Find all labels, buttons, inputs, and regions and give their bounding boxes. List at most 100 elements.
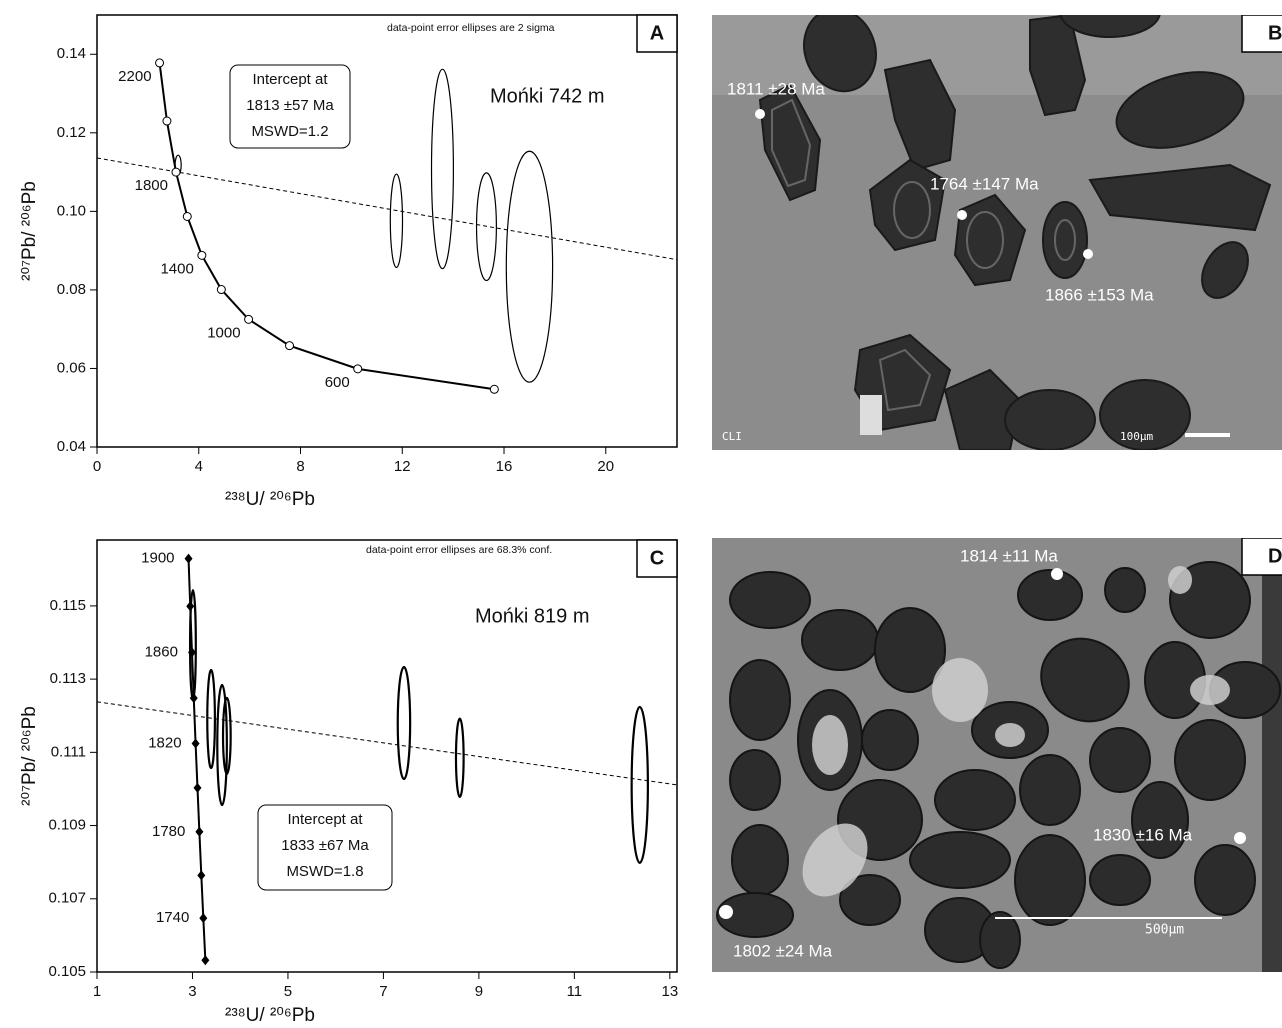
age-label: 1800	[135, 177, 168, 194]
age-label: 2200	[118, 68, 151, 85]
analysis-spot	[755, 109, 765, 119]
error-ellipse	[475, 172, 497, 282]
concordia-curve	[158, 62, 495, 391]
annotation-box	[229, 64, 351, 149]
error-ellipse	[505, 150, 554, 383]
y-tick-label: 0.113	[50, 670, 86, 687]
annotation-line: 1813 ±57 Ma	[246, 97, 334, 114]
y-tick-label: 0.111	[51, 743, 86, 760]
age-marker	[201, 955, 210, 966]
cl-image-b: 1811 ±28 Ma 1764 ±147 Ma 1866 ±153 Ma CL…	[712, 15, 1282, 450]
analysis-spot	[1083, 249, 1093, 259]
y-tick-label: 0.12	[57, 124, 86, 141]
age-marker	[199, 913, 208, 924]
x-tick-label: 8	[296, 458, 304, 475]
age-label: 1866 ±153 Ma	[1045, 285, 1154, 304]
age-marker	[184, 553, 193, 564]
error-ellipse	[430, 68, 454, 270]
annotation-line: MSWD=1.8	[286, 863, 363, 880]
age-label: 1900	[141, 550, 174, 567]
age-marker	[216, 285, 226, 295]
y-axis-label: ²⁰⁷Pb/ ²⁰⁶Pb	[19, 181, 40, 281]
analysis-spot	[1234, 832, 1246, 844]
cl-image-d: 1814 ±11 Ma 1830 ±16 Ma 1802 ±24 Ma 500μ…	[712, 538, 1282, 972]
x-tick-label: 5	[284, 983, 292, 1000]
note: data-point error ellipses are 68.3% conf…	[366, 544, 552, 556]
plot-frame	[96, 14, 678, 448]
age-marker	[191, 738, 200, 749]
analysis-spot	[1051, 568, 1063, 580]
x-tick-label: 3	[188, 983, 196, 1000]
age-marker	[155, 58, 165, 68]
age-label: 1814 ±11 Ma	[960, 546, 1058, 565]
x-tick-label: 12	[394, 458, 411, 475]
age-marker	[189, 693, 198, 704]
age-label: 1000	[207, 324, 240, 341]
age-label: 1820	[148, 735, 181, 752]
age-label: 600	[325, 374, 350, 391]
age-label: 1802 ±24 Ma	[733, 941, 833, 960]
age-marker	[353, 364, 363, 374]
age-marker	[186, 601, 195, 612]
x-tick-label: 11	[567, 983, 583, 1000]
age-label: 1780	[152, 823, 185, 840]
analysis-spot	[719, 905, 733, 919]
age-label: 1400	[160, 260, 193, 277]
age-marker	[197, 870, 206, 881]
error-ellipse	[221, 696, 232, 776]
y-tick-label: 0.04	[57, 438, 86, 455]
y-tick-label: 0.10	[57, 202, 86, 219]
panel-letter: A	[650, 22, 664, 44]
analysis-spot	[957, 210, 967, 220]
annotation-line: 1833 ±67 Ma	[281, 837, 369, 854]
x-tick-label: 0	[93, 458, 101, 475]
age-marker	[171, 167, 181, 177]
y-tick-label: 0.109	[48, 817, 86, 834]
x-tick-label: 16	[496, 458, 513, 475]
annotation-box	[257, 804, 393, 891]
panel-box	[1241, 538, 1282, 576]
age-marker	[187, 647, 196, 658]
x-tick-label: 13	[661, 983, 678, 1000]
error-ellipse	[454, 717, 465, 799]
y-tick-label: 0.06	[57, 359, 86, 376]
age-marker	[285, 341, 295, 351]
y-tick-label: 0.115	[50, 597, 86, 614]
y-tick-label: 0.08	[57, 281, 86, 298]
panel-letter: B	[1268, 22, 1282, 44]
x-tick-label: 7	[379, 983, 387, 1000]
panel-box	[636, 14, 678, 53]
error-ellipse	[206, 668, 217, 770]
age-label: 1740	[156, 909, 189, 926]
panel-box	[636, 539, 678, 578]
y-tick-label: 0.107	[48, 890, 86, 907]
age-label: 1860	[145, 643, 178, 660]
age-marker	[162, 116, 172, 126]
age-label: 1830 ±16 Ma	[1093, 825, 1193, 844]
age-label: 1811 ±28 Ma	[727, 79, 825, 98]
annotation-line: Intercept at	[287, 811, 363, 828]
age-marker	[182, 211, 192, 221]
sample-name: Mońki 742 m	[490, 85, 605, 107]
note: data-point error ellipses are 2 sigma	[387, 22, 555, 34]
age-label: 1764 ±147 Ma	[930, 174, 1039, 193]
error-ellipse	[630, 705, 649, 865]
x-tick-label: 9	[475, 983, 483, 1000]
age-marker	[489, 384, 499, 394]
x-tick-label: 20	[597, 458, 614, 475]
error-ellipse	[216, 683, 228, 807]
discordia-line	[97, 157, 677, 261]
y-tick-label: 0.14	[57, 45, 86, 62]
annotation-line: MSWD=1.2	[251, 123, 328, 140]
sample-name: Mońki 819 m	[475, 605, 590, 627]
plot-area	[97, 58, 677, 394]
age-marker	[195, 826, 204, 837]
error-ellipse	[389, 173, 404, 269]
x-tick-label: 4	[195, 458, 203, 475]
age-marker	[197, 250, 207, 260]
age-marker	[193, 782, 202, 793]
plot-frame	[96, 539, 678, 973]
x-axis-label: ²³⁸U/ ²⁰⁶Pb	[225, 489, 315, 510]
error-ellipse	[396, 665, 412, 781]
